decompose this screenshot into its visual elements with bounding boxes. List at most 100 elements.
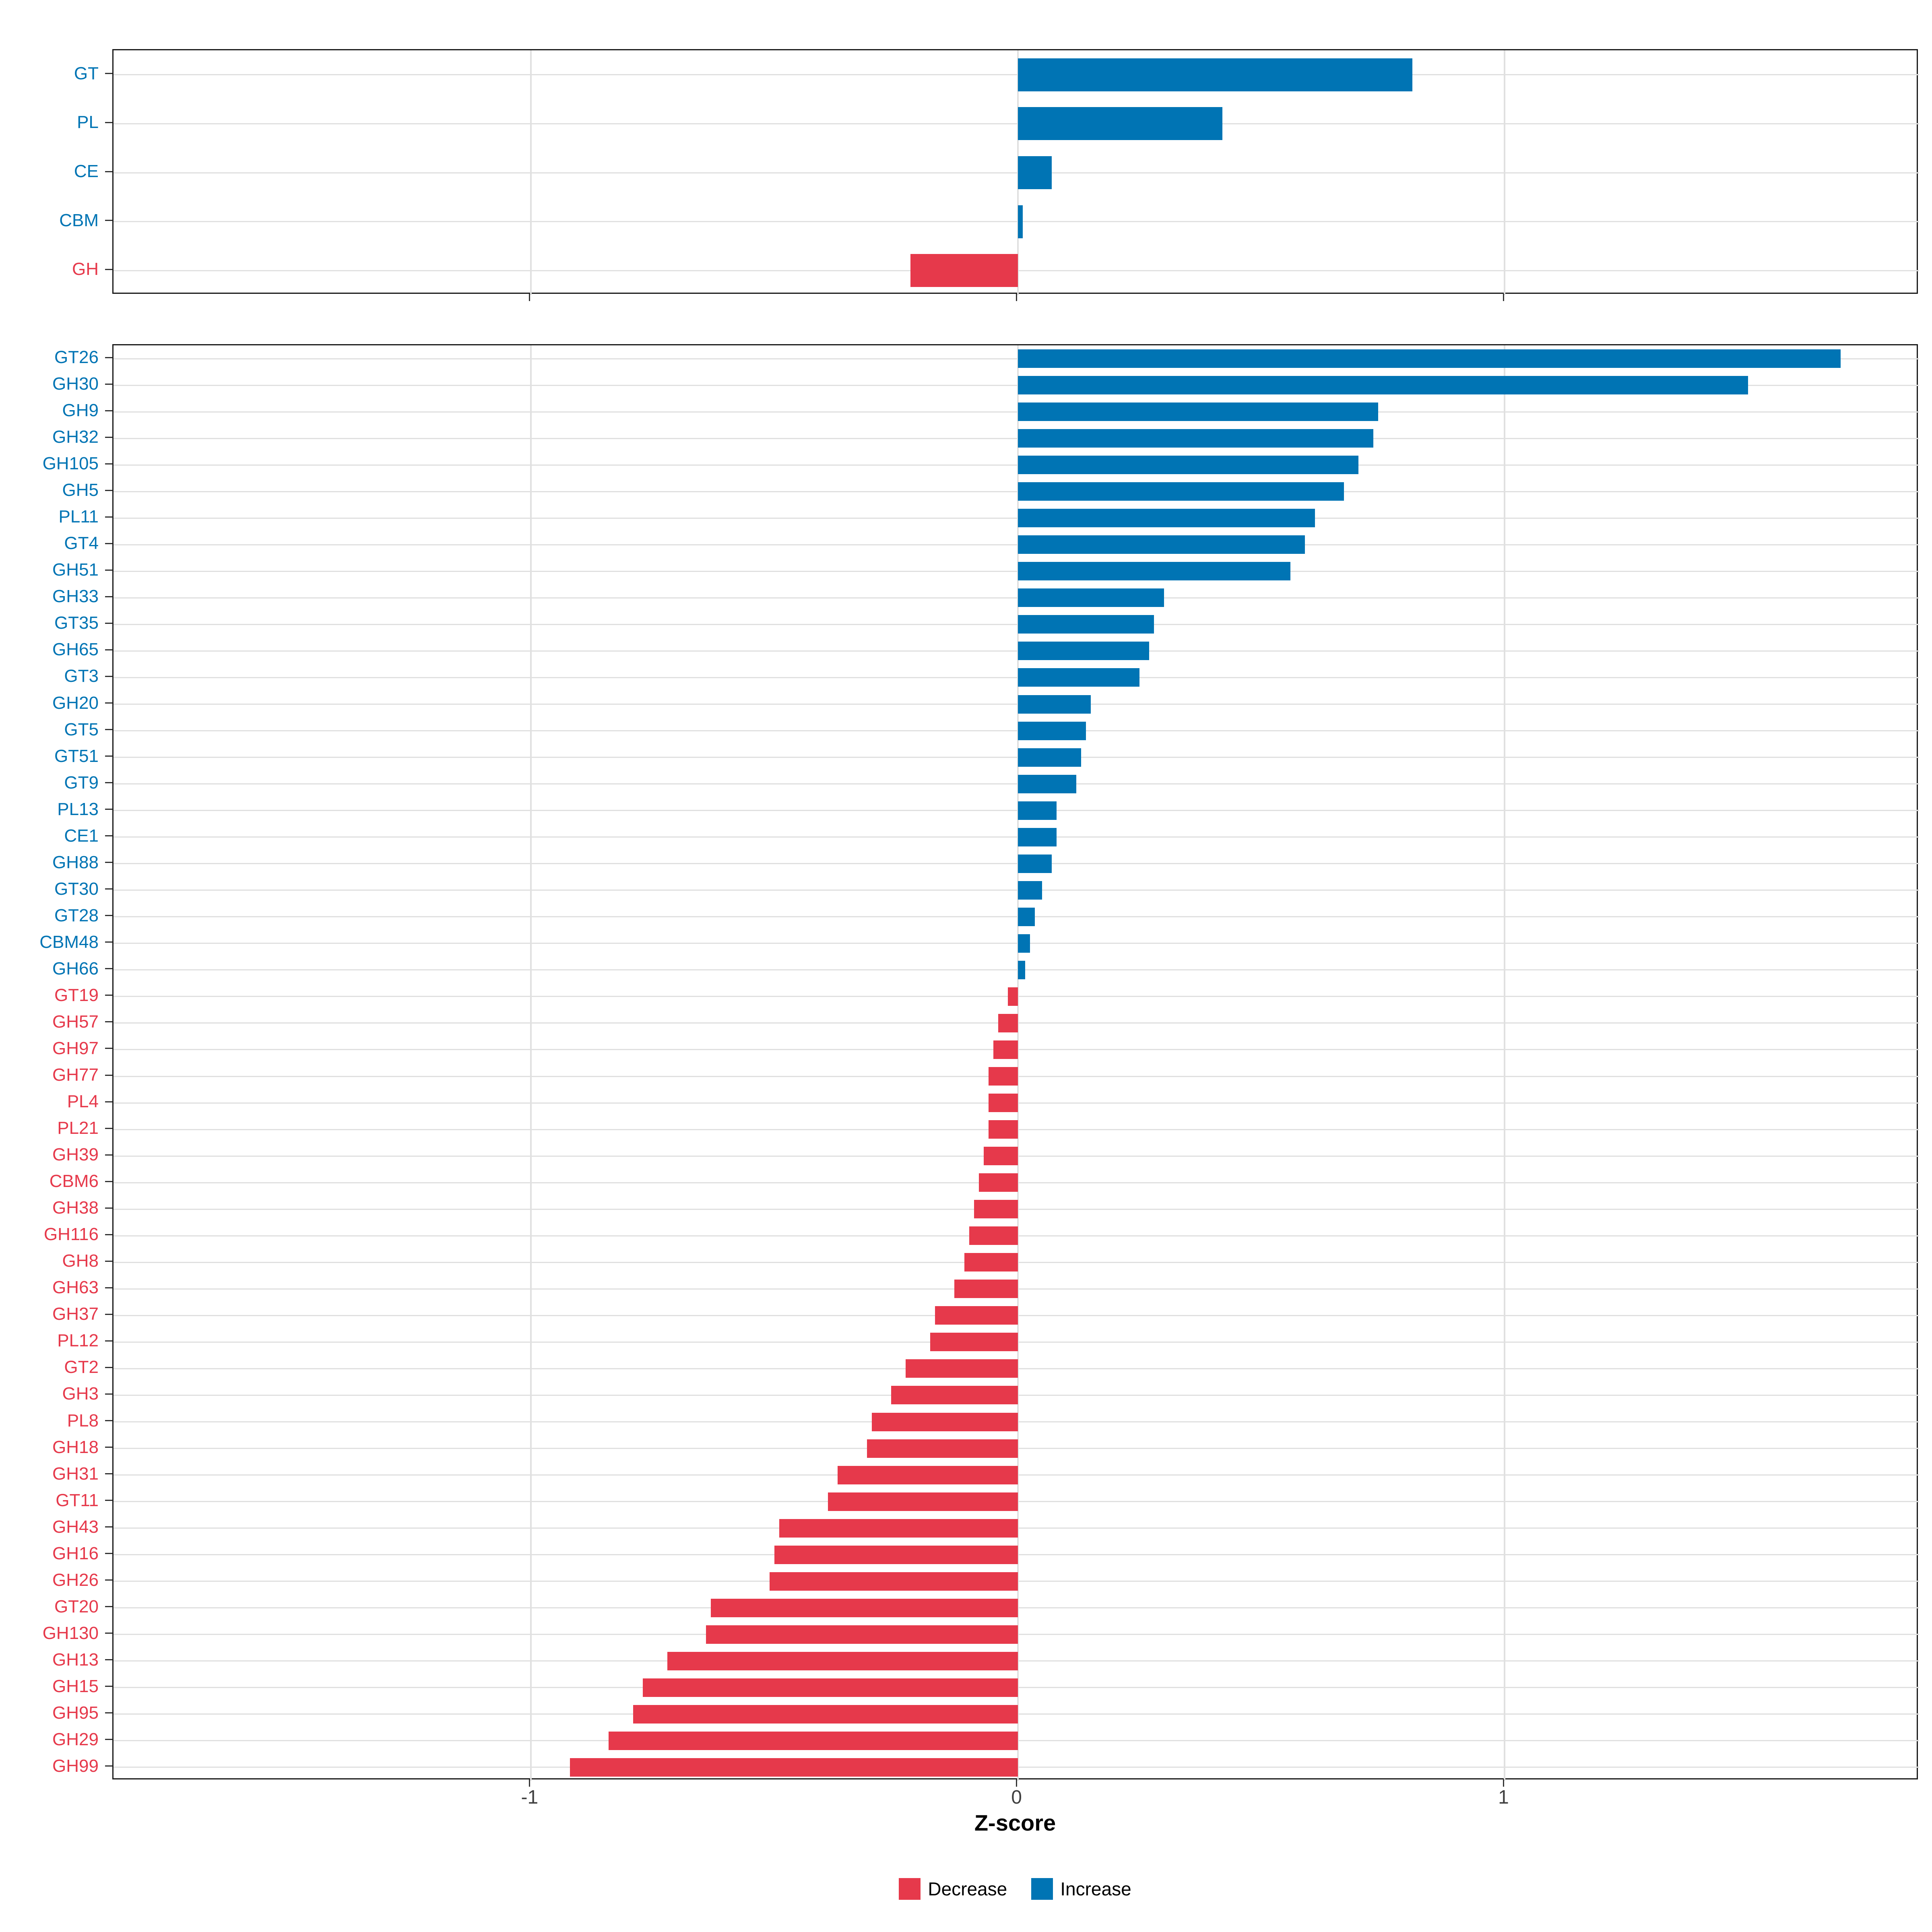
bar-GH77: [989, 1067, 1018, 1086]
bar-GH51: [1018, 562, 1291, 581]
y-axis-tick: [105, 543, 112, 544]
legend-label: Increase: [1060, 1878, 1131, 1899]
bar-PL: [1018, 107, 1222, 140]
bar-GH16: [774, 1545, 1018, 1564]
bar-GH5: [1018, 482, 1344, 501]
y-axis-tick: [105, 1686, 112, 1687]
y-axis-tick: [105, 622, 112, 624]
gridline-horizontal: [114, 890, 1919, 891]
y-axis-label-CBM48: CBM48: [39, 932, 99, 952]
y-axis-tick: [105, 755, 112, 757]
y-axis-label-PL4: PL4: [67, 1092, 99, 1112]
panel-top-families: [112, 49, 1919, 295]
legend-swatch-decrease-icon: [899, 1878, 921, 1900]
gridline-horizontal: [114, 943, 1919, 944]
bar-GT: [1018, 58, 1412, 91]
x-axis-tick-label: 1: [1498, 1787, 1509, 1808]
y-axis-tick: [105, 809, 112, 810]
y-axis-label-GH31: GH31: [52, 1463, 99, 1484]
gridline-horizontal: [114, 810, 1919, 811]
gridline-vertical: [530, 345, 532, 1781]
gridline-horizontal: [114, 438, 1919, 439]
gridline-horizontal: [114, 650, 1919, 652]
y-axis-label-GH30: GH30: [52, 374, 99, 394]
x-axis-tick: [529, 1779, 530, 1787]
x-axis-tick: [1016, 1779, 1018, 1787]
bar-GH18: [867, 1439, 1018, 1458]
bar-GT9: [1018, 774, 1076, 793]
y-axis-label-GT20: GT20: [54, 1596, 99, 1616]
bar-GH32: [1018, 429, 1373, 448]
legend: Decrease Increase: [112, 1878, 1918, 1900]
bar-GH130: [706, 1625, 1018, 1644]
bar-GH105: [1018, 456, 1359, 475]
y-axis-tick: [105, 835, 112, 837]
y-axis-label-GT: GT: [74, 63, 99, 83]
gridline-horizontal: [114, 597, 1919, 599]
bar-GH3: [891, 1386, 1018, 1405]
gridline-horizontal: [114, 916, 1919, 918]
bar-GH9: [1018, 402, 1378, 421]
y-axis-label-GT35: GT35: [54, 613, 99, 633]
y-axis-tick: [105, 516, 112, 518]
bar-GH88: [1018, 854, 1052, 873]
y-axis-label-GH99: GH99: [52, 1756, 99, 1776]
y-axis-tick: [105, 1739, 112, 1740]
gridline-horizontal: [114, 544, 1919, 545]
y-axis-label-GH16: GH16: [52, 1543, 99, 1563]
bar-GH63: [954, 1280, 1018, 1298]
bar-GH15: [643, 1678, 1018, 1697]
y-axis-label-GH97: GH97: [52, 1038, 99, 1058]
bar-GH30: [1018, 376, 1748, 395]
y-axis-tick: [105, 649, 112, 650]
gridline-horizontal: [114, 969, 1919, 971]
y-axis-tick: [105, 171, 112, 172]
bar-GH39: [983, 1147, 1018, 1166]
bar-GH43: [779, 1519, 1018, 1538]
y-axis-label-CBM: CBM: [59, 210, 99, 230]
bar-GH66: [1018, 960, 1025, 979]
y-axis-label-GT28: GT28: [54, 905, 99, 925]
bar-GH116: [969, 1226, 1018, 1245]
gridline-horizontal: [114, 221, 1919, 223]
bar-GT35: [1018, 615, 1154, 634]
y-axis-label-GH26: GH26: [52, 1570, 99, 1590]
y-axis-tick: [105, 888, 112, 890]
bar-GH8: [964, 1253, 1018, 1272]
y-axis-tick: [105, 1074, 112, 1076]
y-axis-label-GT26: GT26: [54, 347, 99, 367]
bar-GH20: [1018, 695, 1091, 714]
gridline-horizontal: [114, 464, 1919, 466]
y-axis-label-GH5: GH5: [62, 480, 99, 500]
bar-GH33: [1018, 588, 1164, 607]
y-axis-label-GH66: GH66: [52, 958, 99, 978]
y-axis-tick: [105, 1154, 112, 1156]
y-axis-tick: [105, 436, 112, 438]
x-axis-tick-label: 0: [1011, 1787, 1022, 1808]
y-axis-label-GH63: GH63: [52, 1278, 99, 1298]
y-axis-tick: [105, 122, 112, 123]
x-axis-tick: [529, 294, 530, 301]
y-axis-tick: [105, 995, 112, 996]
y-axis-tick: [105, 569, 112, 571]
bar-GT2: [906, 1359, 1018, 1378]
y-axis-tick: [105, 596, 112, 597]
y-axis-label-GH51: GH51: [52, 560, 99, 580]
y-axis-label-CE: CE: [74, 161, 99, 181]
gridline-horizontal: [114, 517, 1919, 519]
gridline-horizontal: [114, 677, 1919, 678]
bar-GT26: [1018, 349, 1841, 368]
y-axis-label-GT3: GT3: [64, 666, 99, 686]
y-axis-label-GH43: GH43: [52, 1517, 99, 1537]
y-axis-label-GH33: GH33: [52, 586, 99, 607]
bar-GT28: [1018, 907, 1035, 926]
bar-CBM6: [978, 1173, 1018, 1192]
y-axis-tick: [105, 1287, 112, 1288]
x-axis-tick: [1503, 1779, 1504, 1787]
y-axis-label-GH57: GH57: [52, 1011, 99, 1032]
y-axis-tick: [105, 489, 112, 491]
bar-CBM: [1018, 205, 1023, 238]
bar-GT19: [1008, 987, 1018, 1006]
y-axis-tick: [105, 1313, 112, 1315]
y-axis-tick: [105, 1181, 112, 1182]
